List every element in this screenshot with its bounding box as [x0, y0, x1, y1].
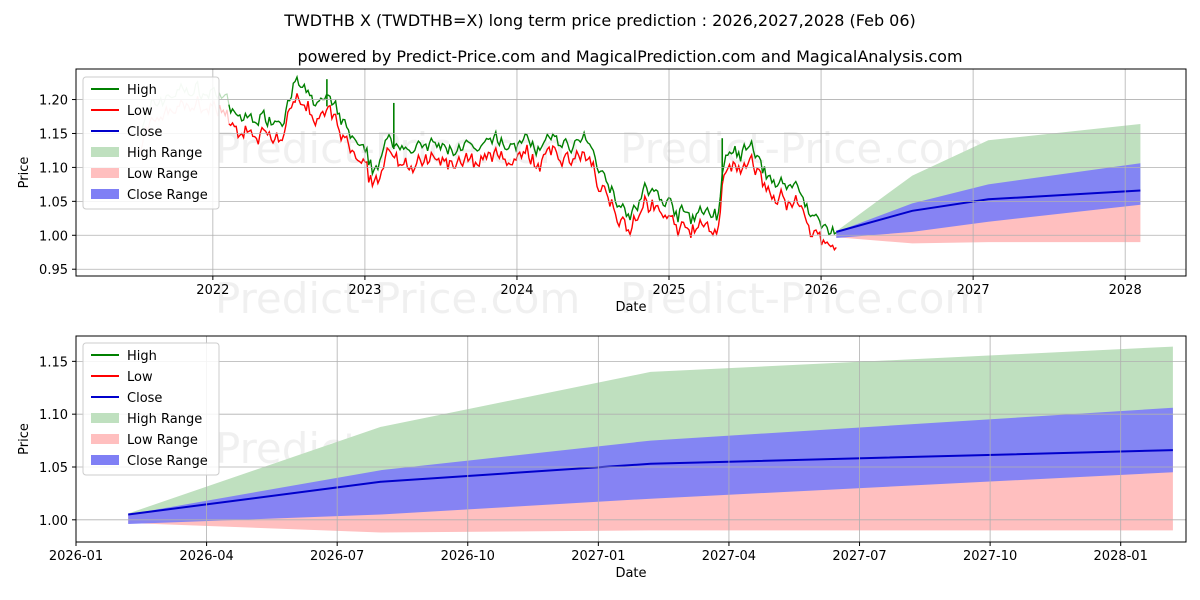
legend-label: Close Range	[127, 454, 208, 469]
prediction-chart: TWDTHB X (TWDTHB=X) long term price pred…	[0, 0, 1200, 600]
x-tick-label: 2022	[196, 283, 229, 298]
y-tick-label: 1.00	[39, 229, 68, 244]
legend-label: Low	[127, 370, 153, 385]
y-tick-label: 1.15	[39, 355, 68, 370]
watermark-text: Predict-Price.com	[620, 124, 985, 173]
x-axis-label: Date	[615, 566, 646, 581]
y-tick-label: 1.05	[39, 461, 68, 476]
y-tick-label: 1.00	[39, 514, 68, 529]
x-tick-label: 2026-07	[310, 549, 364, 564]
watermark-text: Predict-Price.com	[215, 274, 580, 323]
x-tick-label: 2027-10	[963, 549, 1017, 564]
legend-label: Close	[127, 391, 162, 406]
y-tick-label: 1.10	[39, 408, 68, 423]
legend-patch-swatch	[91, 413, 119, 423]
forecast-panel: Predict-Price.comPredict-Price.com2026-0…	[17, 336, 1186, 581]
legend-label: Low Range	[127, 167, 198, 182]
legend-label: High Range	[127, 412, 202, 427]
legend-patch-swatch	[91, 168, 119, 178]
legend-patch-swatch	[91, 189, 119, 199]
x-tick-label: 2024	[500, 283, 533, 298]
x-tick-label: 2028-01	[1094, 549, 1148, 564]
legend-label: Close	[127, 125, 162, 140]
x-tick-label: 2026	[805, 283, 838, 298]
y-tick-label: 1.20	[39, 94, 68, 109]
x-tick-label: 2026-04	[179, 549, 233, 564]
legend-patch-swatch	[91, 455, 119, 465]
x-tick-label: 2026-01	[49, 549, 103, 564]
y-tick-label: 1.10	[39, 161, 68, 176]
watermark-text: Predict-Price.com	[620, 274, 985, 323]
x-tick-label: 2027	[957, 283, 990, 298]
y-axis-label: Price	[17, 423, 32, 455]
x-tick-label: 2026-10	[441, 549, 495, 564]
legend-label: Close Range	[127, 188, 208, 203]
x-tick-label: 2027-07	[832, 549, 886, 564]
y-axis-label: Price	[17, 157, 32, 189]
legend-patch-swatch	[91, 434, 119, 444]
x-tick-label: 2027-04	[702, 549, 756, 564]
history-panel: Predict-Price.com Predict-Price.com Predic…	[17, 69, 1186, 323]
y-tick-label: 1.05	[39, 195, 68, 210]
x-tick-label: 2025	[652, 283, 685, 298]
legend-label: Low Range	[127, 433, 198, 448]
chart-subtitle: powered by Predict-Price.com and Magical…	[297, 47, 962, 66]
x-axis-label: Date	[615, 300, 646, 315]
y-tick-label: 1.15	[39, 127, 68, 142]
legend-label: High	[127, 83, 157, 98]
y-tick-label: 0.95	[39, 263, 68, 278]
x-tick-label: 2028	[1109, 283, 1142, 298]
chart-title: TWDTHB X (TWDTHB=X) long term price pred…	[283, 11, 916, 30]
x-tick-label: 2023	[348, 283, 381, 298]
x-tick-label: 2027-01	[571, 549, 625, 564]
legend-label: High Range	[127, 146, 202, 161]
legend-patch-swatch	[91, 147, 119, 157]
legend-label: High	[127, 349, 157, 364]
legend-label: Low	[127, 104, 153, 119]
